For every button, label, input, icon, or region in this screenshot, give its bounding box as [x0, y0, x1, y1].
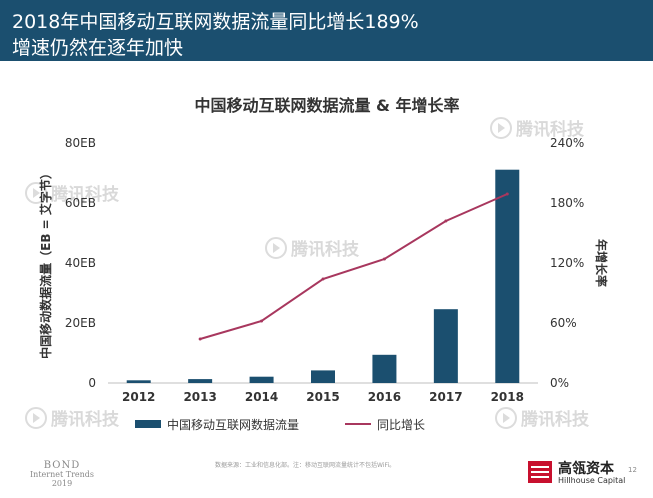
chart-title: 中国移动互联网数据流量 & 年增长率: [194, 96, 459, 115]
legend-label-line: 同比增长: [377, 418, 425, 432]
growth-line: [199, 193, 508, 340]
legend: 中国移动互联网数据流量 同比增长: [135, 417, 425, 432]
y2-axis-label: 年增长率: [594, 239, 609, 287]
watermark-logo-icon: [25, 181, 47, 204]
x-tick-label: 2014: [245, 390, 278, 404]
page-title: 2018年中国移动互联网数据流量同比增长189%: [12, 11, 419, 33]
growth-point: [260, 319, 264, 323]
y-tick-label: 20EB: [65, 316, 96, 330]
watermark: 腾讯科技: [490, 115, 584, 140]
source-note: 数据来源：工业和信息化部。注：移动互联网流量统计不包括WiFi。: [215, 462, 396, 469]
x-tick-label: 2013: [183, 390, 216, 404]
growth-point: [444, 219, 448, 223]
y2-tick-label: 0%: [550, 376, 569, 390]
watermark: 腾讯科技: [25, 405, 119, 430]
watermark: 腾讯科技: [25, 180, 119, 205]
hillhouse-logo-icon: [528, 461, 552, 483]
bar: [188, 379, 213, 383]
bar: [495, 169, 520, 383]
bar: [433, 309, 458, 383]
hillhouse-logo-en: Hillhouse Capital: [558, 476, 626, 485]
growth-point: [382, 257, 386, 261]
x-tick-label: 2017: [429, 390, 462, 404]
title-banner: 2018年中国移动互联网数据流量同比增长189% 增速仍然在逐年加快: [0, 0, 653, 61]
page-subtitle: 增速仍然在逐年加快: [12, 37, 184, 59]
watermark-logo-icon: [265, 236, 287, 259]
y-tick-label: 0: [88, 376, 96, 390]
watermark: 腾讯科技: [265, 235, 359, 260]
watermark: 腾讯科技: [495, 405, 589, 430]
legend-label-bar: 中国移动互联网数据流量: [167, 417, 299, 432]
hillhouse-logo-cn: 高瓴资本: [558, 461, 614, 477]
watermark-logo-icon: [495, 406, 517, 429]
bar: [311, 370, 335, 383]
watermark-logo-icon: [490, 116, 512, 139]
bond-logo: BOND Internet Trends 2019: [30, 460, 95, 489]
y2-tick-label: 240%: [550, 136, 584, 150]
x-tick-label: 2016: [368, 390, 401, 404]
growth-point: [505, 192, 509, 196]
y2-tick-label: 60%: [550, 316, 577, 330]
watermark-logo-icon: [25, 406, 47, 429]
y-tick-label: 60EB: [65, 196, 96, 210]
bar: [372, 354, 397, 383]
y-tick-label: 80EB: [65, 136, 96, 150]
bar: [249, 376, 274, 383]
growth-point: [321, 277, 325, 281]
page-number: 12: [628, 466, 637, 474]
x-tick-label: 2012: [122, 390, 155, 404]
y2-tick-label: 180%: [550, 196, 584, 210]
x-tick-label: 2018: [491, 390, 524, 404]
y-axis-label: 中国移动数据流量（EB = 艾字节）: [38, 167, 53, 359]
y-tick-label: 40EB: [65, 256, 96, 270]
x-tick-label: 2015: [306, 390, 339, 404]
y2-tick-label: 120%: [550, 256, 584, 270]
legend-swatch-bar: [135, 420, 161, 428]
bar: [126, 380, 151, 383]
growth-point: [198, 337, 202, 341]
